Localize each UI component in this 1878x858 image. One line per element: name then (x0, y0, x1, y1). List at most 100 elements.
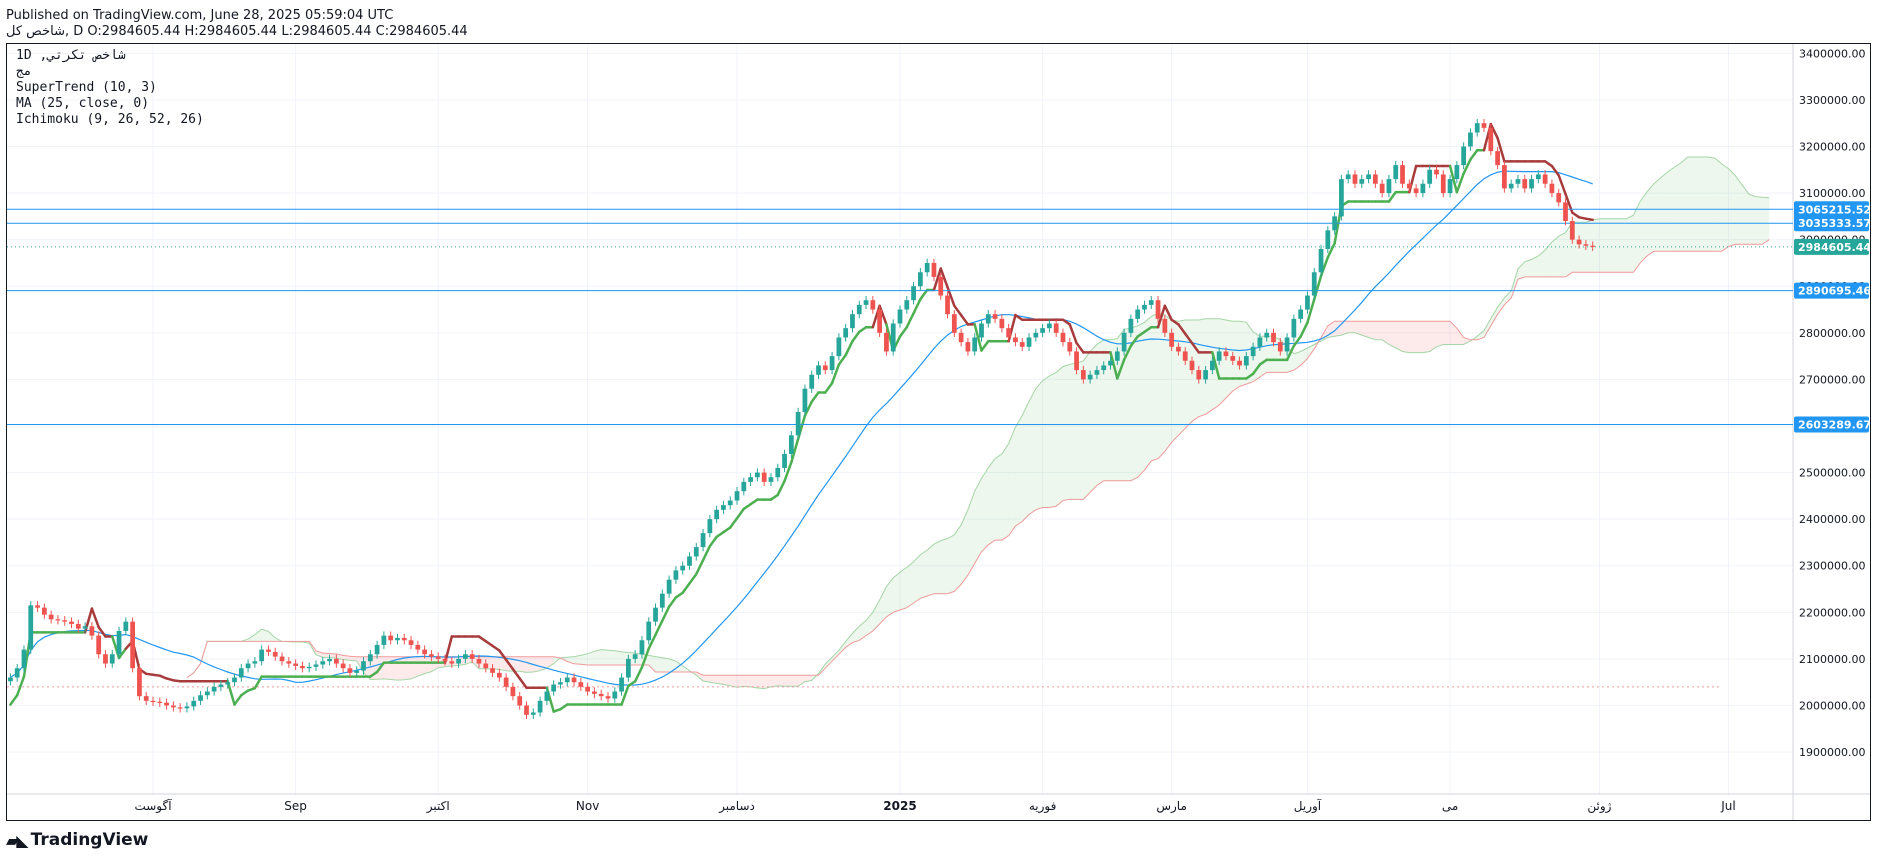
cloud-segment (1742, 184, 1749, 245)
candle-body (1379, 183, 1385, 194)
candle (843, 323, 849, 342)
candle (374, 640, 380, 659)
candle (1264, 328, 1270, 342)
candle (62, 616, 68, 626)
cloud-segment (1735, 175, 1743, 245)
candle-body (795, 412, 801, 436)
supertrend-segment (369, 670, 379, 678)
supertrend-segment (226, 680, 236, 706)
candle-body (1169, 332, 1175, 347)
cloud-segment (947, 534, 955, 594)
candle-body (680, 565, 686, 571)
supertrend-segment (695, 558, 705, 576)
supertrend-segment (1306, 298, 1316, 324)
supertrend-segment (1190, 341, 1201, 354)
time-tick-label: Nov (576, 799, 599, 813)
cloud-segment (995, 453, 1002, 541)
candle-body (469, 654, 475, 659)
time-tick-label: ژوئن (1587, 799, 1611, 814)
candle (218, 680, 224, 692)
time-tick-label: Jul (1720, 799, 1735, 813)
supertrend-segment (1285, 344, 1296, 362)
supertrend-segment (1122, 344, 1133, 362)
supertrend-segment (1448, 164, 1459, 194)
chart-pane[interactable]: 1900000.00 2000000.00 2100000.00 2200000.00… (6, 43, 1871, 821)
candle (1216, 347, 1222, 365)
cloud-segment (614, 650, 622, 665)
cloud-segment (886, 577, 894, 617)
candle-body (381, 635, 387, 645)
candle (1352, 170, 1358, 188)
candle (564, 673, 570, 687)
candle (802, 384, 808, 417)
candle (1142, 300, 1147, 314)
candle-body (1128, 318, 1134, 333)
candle (1529, 174, 1534, 193)
supertrend-segment (15, 675, 26, 697)
candle-body (286, 661, 292, 664)
cloud-segment (1579, 222, 1586, 273)
legend-ichimoku: Ichimoku (9, 26, 52, 26) (16, 112, 204, 127)
candle (28, 601, 34, 654)
candle-body (985, 314, 991, 324)
ichimoku-cloud (186, 156, 1770, 689)
supertrend-segment (443, 635, 454, 664)
candle-body (1495, 151, 1500, 166)
candle (1508, 179, 1514, 193)
price-chart[interactable]: 1900000.00 2000000.00 2100000.00 2200000.00… (7, 44, 1870, 820)
candle-body (1549, 183, 1555, 194)
candle-body (1529, 179, 1534, 189)
candle (1305, 291, 1310, 314)
cloud-segment (1076, 360, 1084, 500)
candle-body (836, 337, 842, 357)
supertrend-segment (728, 516, 739, 529)
candles (8, 119, 1596, 719)
candle-body (843, 328, 849, 338)
candle-body (714, 509, 720, 520)
last-price-label-text: 2984605.44 (1798, 241, 1870, 254)
candle (1332, 212, 1337, 235)
candle-body (1291, 318, 1297, 338)
candle-body (300, 665, 305, 669)
candle (1393, 160, 1399, 184)
candle-body (1237, 360, 1242, 366)
supertrend-segment (518, 677, 528, 690)
cloud-segment (1714, 158, 1722, 252)
cloud-segment (967, 491, 975, 576)
supertrend-segment (844, 339, 854, 357)
cloud-segment (1083, 351, 1091, 500)
cloud-segment (268, 631, 276, 642)
candle-body (911, 286, 916, 301)
candle (890, 319, 896, 356)
candle-body (333, 658, 339, 664)
supertrend-segment (1109, 351, 1119, 380)
cloud-segment (1042, 375, 1050, 508)
candle (965, 337, 971, 356)
candle-body (1108, 360, 1113, 366)
candle-body (931, 262, 937, 277)
candle (1108, 356, 1113, 370)
candle-body (463, 654, 468, 659)
price-tick-label: 2100000.00 (1799, 653, 1865, 666)
candle-body (1080, 370, 1086, 380)
cloud-segment (1056, 366, 1063, 507)
cloud-segment (1653, 177, 1661, 252)
candle (137, 664, 142, 701)
candle (48, 610, 54, 624)
price-level-label: 2603289.67 (1794, 416, 1870, 433)
candle (639, 636, 645, 659)
candle (877, 305, 883, 338)
candle-body (904, 300, 910, 310)
cloud-segment (662, 657, 670, 672)
supertrend-segment (688, 572, 698, 585)
candle-body (1563, 202, 1568, 222)
candle-body (693, 547, 699, 557)
cloud-segment (1219, 318, 1226, 406)
cloud-segment (1151, 313, 1159, 461)
price-tick-label: 3200000.00 (1799, 140, 1865, 153)
candle (666, 575, 672, 598)
candle-body (1087, 374, 1093, 380)
tradingview-brand[interactable]: ▰◣ TradingView (6, 830, 148, 850)
candle (992, 309, 998, 324)
candle-body (143, 696, 149, 701)
